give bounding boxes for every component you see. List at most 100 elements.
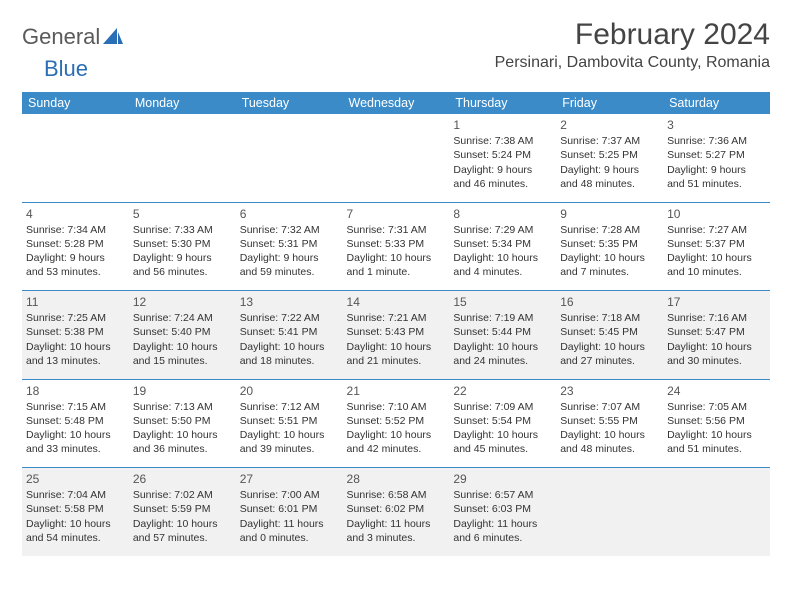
day-number: 19 — [133, 383, 232, 399]
day-number: 24 — [667, 383, 766, 399]
daylight-line: Daylight: 11 hours and 0 minutes. — [240, 517, 339, 545]
day-cell: 28Sunrise: 6:58 AMSunset: 6:02 PMDayligh… — [343, 468, 450, 556]
day-header: Monday — [129, 92, 236, 114]
daylight-line: Daylight: 10 hours and 30 minutes. — [667, 340, 766, 368]
day-number: 17 — [667, 294, 766, 310]
daylight-line: Daylight: 10 hours and 1 minute. — [347, 251, 446, 279]
day-number: 3 — [667, 117, 766, 133]
sunset-line: Sunset: 5:52 PM — [347, 414, 446, 428]
day-cell: 22Sunrise: 7:09 AMSunset: 5:54 PMDayligh… — [449, 380, 556, 468]
day-number: 18 — [26, 383, 125, 399]
sunset-line: Sunset: 5:44 PM — [453, 325, 552, 339]
calendar-body: 1Sunrise: 7:38 AMSunset: 5:24 PMDaylight… — [22, 114, 770, 556]
day-number: 1 — [453, 117, 552, 133]
sunrise-line: Sunrise: 7:18 AM — [560, 311, 659, 325]
daylight-line: Daylight: 9 hours and 56 minutes. — [133, 251, 232, 279]
daylight-line: Daylight: 9 hours and 59 minutes. — [240, 251, 339, 279]
day-header: Saturday — [663, 92, 770, 114]
sunset-line: Sunset: 5:50 PM — [133, 414, 232, 428]
sunset-line: Sunset: 5:59 PM — [133, 502, 232, 516]
sunset-line: Sunset: 5:37 PM — [667, 237, 766, 251]
day-cell: 21Sunrise: 7:10 AMSunset: 5:52 PMDayligh… — [343, 380, 450, 468]
sunrise-line: Sunrise: 7:12 AM — [240, 400, 339, 414]
day-cell: 25Sunrise: 7:04 AMSunset: 5:58 PMDayligh… — [22, 468, 129, 556]
day-cell: 10Sunrise: 7:27 AMSunset: 5:37 PMDayligh… — [663, 203, 770, 291]
day-cell: 14Sunrise: 7:21 AMSunset: 5:43 PMDayligh… — [343, 291, 450, 379]
sunset-line: Sunset: 5:55 PM — [560, 414, 659, 428]
day-cell: 8Sunrise: 7:29 AMSunset: 5:34 PMDaylight… — [449, 203, 556, 291]
day-number: 12 — [133, 294, 232, 310]
sunrise-line: Sunrise: 7:37 AM — [560, 134, 659, 148]
day-cell: 20Sunrise: 7:12 AMSunset: 5:51 PMDayligh… — [236, 380, 343, 468]
day-number: 20 — [240, 383, 339, 399]
day-number: 15 — [453, 294, 552, 310]
sunset-line: Sunset: 5:34 PM — [453, 237, 552, 251]
logo-word-1: General — [22, 24, 100, 50]
daylight-line: Daylight: 10 hours and 51 minutes. — [667, 428, 766, 456]
day-cell: 19Sunrise: 7:13 AMSunset: 5:50 PMDayligh… — [129, 380, 236, 468]
day-cell: 9Sunrise: 7:28 AMSunset: 5:35 PMDaylight… — [556, 203, 663, 291]
day-cell: 26Sunrise: 7:02 AMSunset: 5:59 PMDayligh… — [129, 468, 236, 556]
daylight-line: Daylight: 10 hours and 7 minutes. — [560, 251, 659, 279]
daylight-line: Daylight: 10 hours and 24 minutes. — [453, 340, 552, 368]
sunset-line: Sunset: 5:31 PM — [240, 237, 339, 251]
day-cell: 13Sunrise: 7:22 AMSunset: 5:41 PMDayligh… — [236, 291, 343, 379]
week-row: 4Sunrise: 7:34 AMSunset: 5:28 PMDaylight… — [22, 203, 770, 291]
day-number: 5 — [133, 206, 232, 222]
day-number: 26 — [133, 471, 232, 487]
sunset-line: Sunset: 5:33 PM — [347, 237, 446, 251]
sunrise-line: Sunrise: 7:19 AM — [453, 311, 552, 325]
sunrise-line: Sunrise: 7:27 AM — [667, 223, 766, 237]
day-cell: 23Sunrise: 7:07 AMSunset: 5:55 PMDayligh… — [556, 380, 663, 468]
day-cell: 5Sunrise: 7:33 AMSunset: 5:30 PMDaylight… — [129, 203, 236, 291]
month-title: February 2024 — [495, 18, 770, 52]
day-cell: 16Sunrise: 7:18 AMSunset: 5:45 PMDayligh… — [556, 291, 663, 379]
sunset-line: Sunset: 5:56 PM — [667, 414, 766, 428]
sunset-line: Sunset: 6:03 PM — [453, 502, 552, 516]
day-cell: 18Sunrise: 7:15 AMSunset: 5:48 PMDayligh… — [22, 380, 129, 468]
sunrise-line: Sunrise: 7:38 AM — [453, 134, 552, 148]
sunrise-line: Sunrise: 7:15 AM — [26, 400, 125, 414]
day-number: 7 — [347, 206, 446, 222]
week-row: 1Sunrise: 7:38 AMSunset: 5:24 PMDaylight… — [22, 114, 770, 202]
sunset-line: Sunset: 5:48 PM — [26, 414, 125, 428]
daylight-line: Daylight: 10 hours and 57 minutes. — [133, 517, 232, 545]
sunrise-line: Sunrise: 7:33 AM — [133, 223, 232, 237]
sunset-line: Sunset: 5:35 PM — [560, 237, 659, 251]
day-header: Sunday — [22, 92, 129, 114]
sunset-line: Sunset: 5:41 PM — [240, 325, 339, 339]
day-number: 8 — [453, 206, 552, 222]
daylight-line: Daylight: 10 hours and 13 minutes. — [26, 340, 125, 368]
sunrise-line: Sunrise: 7:09 AM — [453, 400, 552, 414]
sunset-line: Sunset: 6:01 PM — [240, 502, 339, 516]
day-cell: 1Sunrise: 7:38 AMSunset: 5:24 PMDaylight… — [449, 114, 556, 202]
logo-sail-icon — [103, 28, 123, 46]
sunrise-line: Sunrise: 7:25 AM — [26, 311, 125, 325]
logo-word-2: Blue — [22, 56, 88, 82]
daylight-line: Daylight: 11 hours and 6 minutes. — [453, 517, 552, 545]
sunrise-line: Sunrise: 6:57 AM — [453, 488, 552, 502]
day-header: Thursday — [449, 92, 556, 114]
day-cell: 27Sunrise: 7:00 AMSunset: 6:01 PMDayligh… — [236, 468, 343, 556]
sunset-line: Sunset: 5:54 PM — [453, 414, 552, 428]
sunset-line: Sunset: 5:47 PM — [667, 325, 766, 339]
day-cell — [129, 114, 236, 202]
day-number: 4 — [26, 206, 125, 222]
sunrise-line: Sunrise: 7:31 AM — [347, 223, 446, 237]
day-cell — [663, 468, 770, 556]
sunrise-line: Sunrise: 7:07 AM — [560, 400, 659, 414]
day-number: 16 — [560, 294, 659, 310]
daylight-line: Daylight: 10 hours and 27 minutes. — [560, 340, 659, 368]
daylight-line: Daylight: 10 hours and 39 minutes. — [240, 428, 339, 456]
daylight-line: Daylight: 11 hours and 3 minutes. — [347, 517, 446, 545]
day-cell — [236, 114, 343, 202]
day-cell — [343, 114, 450, 202]
daylight-line: Daylight: 10 hours and 18 minutes. — [240, 340, 339, 368]
sunrise-line: Sunrise: 7:24 AM — [133, 311, 232, 325]
day-number: 6 — [240, 206, 339, 222]
day-cell: 6Sunrise: 7:32 AMSunset: 5:31 PMDaylight… — [236, 203, 343, 291]
sunset-line: Sunset: 5:28 PM — [26, 237, 125, 251]
logo: General — [22, 18, 123, 50]
daylight-line: Daylight: 10 hours and 48 minutes. — [560, 428, 659, 456]
day-cell: 15Sunrise: 7:19 AMSunset: 5:44 PMDayligh… — [449, 291, 556, 379]
